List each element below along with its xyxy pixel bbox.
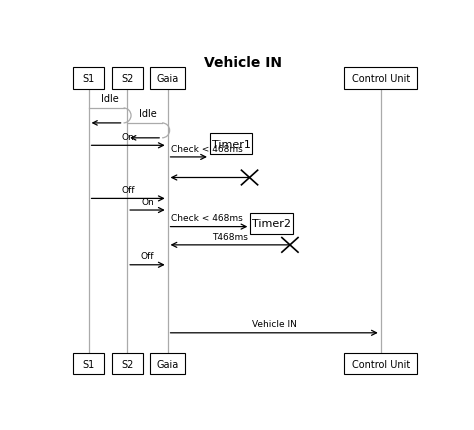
Text: Off: Off xyxy=(141,252,154,261)
Text: On: On xyxy=(122,133,135,141)
Text: Gaia: Gaia xyxy=(156,359,179,369)
Text: S2: S2 xyxy=(121,74,133,84)
Text: Timer2: Timer2 xyxy=(252,219,291,229)
Text: Check < 468ms: Check < 468ms xyxy=(171,214,243,223)
Text: S1: S1 xyxy=(82,359,95,369)
FancyBboxPatch shape xyxy=(111,353,143,375)
FancyBboxPatch shape xyxy=(73,68,104,90)
Text: Control Unit: Control Unit xyxy=(352,359,410,369)
FancyBboxPatch shape xyxy=(344,68,418,90)
Text: On: On xyxy=(141,197,154,206)
Text: T468ms: T468ms xyxy=(212,232,248,241)
Text: Off: Off xyxy=(121,186,135,195)
Text: Timer1: Timer1 xyxy=(211,139,250,149)
Text: Idle: Idle xyxy=(101,94,118,104)
Text: Gaia: Gaia xyxy=(156,74,179,84)
Text: Vehicle IN: Vehicle IN xyxy=(204,56,282,70)
FancyBboxPatch shape xyxy=(73,353,104,375)
FancyBboxPatch shape xyxy=(150,353,185,375)
Text: Vehicle IN: Vehicle IN xyxy=(252,320,297,329)
FancyBboxPatch shape xyxy=(250,213,292,234)
Text: S1: S1 xyxy=(82,74,95,84)
FancyBboxPatch shape xyxy=(111,68,143,90)
Text: Control Unit: Control Unit xyxy=(352,74,410,84)
FancyBboxPatch shape xyxy=(344,353,418,375)
Text: S2: S2 xyxy=(121,359,133,369)
FancyBboxPatch shape xyxy=(210,134,252,155)
Text: Idle: Idle xyxy=(139,109,157,119)
FancyBboxPatch shape xyxy=(150,68,185,90)
Text: Check < 468ms: Check < 468ms xyxy=(171,144,243,153)
